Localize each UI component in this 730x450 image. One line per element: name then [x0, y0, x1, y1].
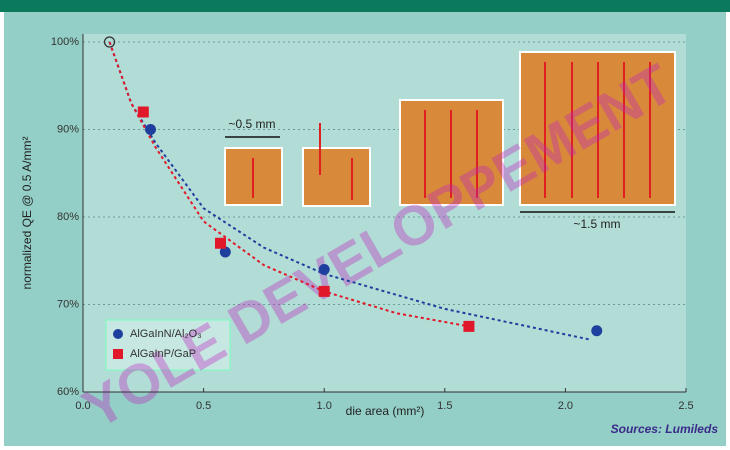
data-point — [463, 320, 475, 332]
x-tick-label: 1.0 — [317, 400, 332, 412]
x-tick-label: 0.5 — [196, 400, 211, 412]
y-tick-label: 60% — [57, 386, 79, 398]
source: Sources: Lumileds — [611, 422, 719, 436]
x-tick-label: 2.5 — [678, 400, 693, 412]
legend-marker — [113, 329, 123, 339]
x-tick-label: 0.0 — [75, 400, 90, 412]
y-tick-label: 90% — [57, 123, 79, 135]
y-tick-label: 100% — [51, 36, 79, 48]
y-axis-label: normalized QE @ 0.5 A/mm² — [20, 137, 34, 290]
legend-marker — [113, 349, 123, 359]
chip-illustrations — [224, 51, 676, 213]
y-tick-label: 80% — [57, 211, 79, 223]
y-tick-label: 70% — [57, 298, 79, 310]
legend-label: AlGaInN/Al₂O₃ — [130, 328, 202, 340]
top-bar — [0, 0, 730, 12]
x-axis-label: die area (mm²) — [346, 404, 425, 418]
legend-box — [105, 319, 231, 371]
data-point — [137, 106, 149, 118]
x-tick-label: 1.5 — [437, 400, 452, 412]
fit-curve — [108, 41, 470, 328]
data-point — [591, 325, 603, 337]
data-point — [145, 124, 157, 135]
data-point — [318, 264, 330, 275]
reference-point — [103, 36, 116, 48]
annotation: ~0.5 mm — [228, 117, 275, 131]
chip — [302, 147, 371, 207]
data-point — [219, 246, 231, 258]
data-point — [214, 237, 226, 249]
legend-label: AlGaInP/GaP — [130, 348, 196, 360]
annotation: ~1.5 mm — [573, 217, 620, 231]
x-tick-label: 2.0 — [558, 400, 573, 412]
data-point — [318, 285, 330, 297]
